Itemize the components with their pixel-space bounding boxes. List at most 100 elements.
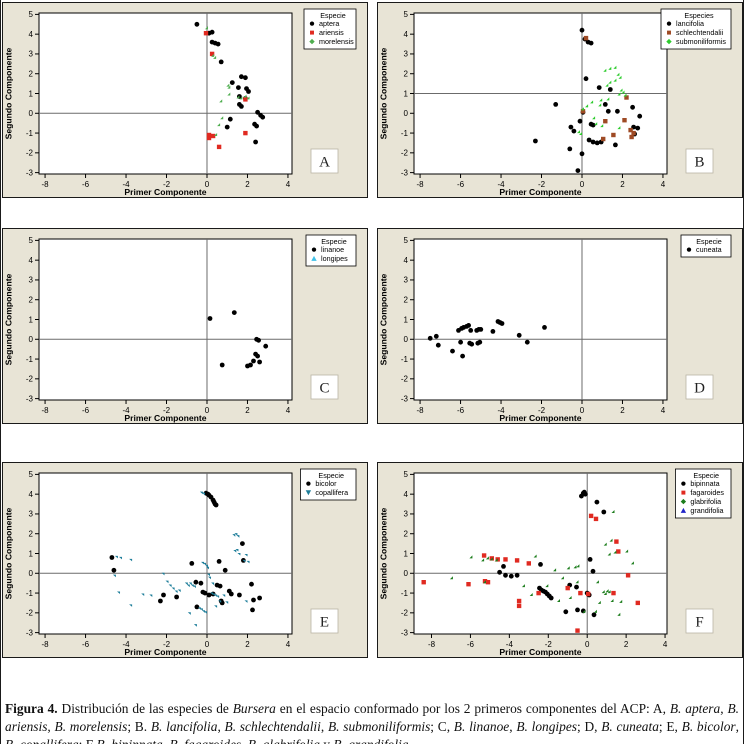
caption-segment: ; D, xyxy=(577,719,602,735)
svg-text:5: 5 xyxy=(404,470,409,479)
plot-area xyxy=(38,12,293,175)
scatter-panel-A: -8 -6 -4 -2 0 2 4 -3 -2 -1 0 1 2 3 4 5 Primer Componente… xyxy=(2,2,368,198)
series-submoniliformis-points xyxy=(577,65,627,136)
svg-text:2: 2 xyxy=(29,296,34,305)
legend-title: Especies xyxy=(684,11,714,20)
caption-segment: B. submoniliformis xyxy=(327,719,431,735)
svg-text:-8: -8 xyxy=(428,640,436,649)
caption-segment: y xyxy=(320,737,333,744)
svg-text:4: 4 xyxy=(663,640,668,649)
svg-text:-1: -1 xyxy=(401,129,409,138)
series-linanoe-points xyxy=(207,310,269,369)
panel-letter-box: E xyxy=(310,608,339,634)
svg-text:-2: -2 xyxy=(163,180,171,189)
caption-segment: B. lancifolia xyxy=(150,719,218,735)
svg-text:-6: -6 xyxy=(82,406,90,415)
svg-text:-1: -1 xyxy=(401,355,409,364)
panel-letter: F xyxy=(695,615,703,631)
legend-item-lancifolia: lancifolia xyxy=(676,19,704,28)
svg-text:1: 1 xyxy=(29,89,34,98)
svg-text:2: 2 xyxy=(245,180,250,189)
svg-text:-6: -6 xyxy=(457,180,465,189)
svg-text:0: 0 xyxy=(205,180,210,189)
svg-text:3: 3 xyxy=(404,276,409,285)
caption-segment: B. linanoe xyxy=(453,719,510,735)
svg-text:4: 4 xyxy=(661,406,666,415)
legend-item-ariensis: ariensis xyxy=(319,28,344,37)
reference-lines xyxy=(414,239,667,400)
svg-text:0: 0 xyxy=(585,640,590,649)
svg-text:-2: -2 xyxy=(538,180,546,189)
legend-item-aptera: aptera xyxy=(319,19,339,28)
svg-text:-4: -4 xyxy=(122,640,130,649)
svg-text:-1: -1 xyxy=(401,589,409,598)
caption-segment: , xyxy=(720,701,728,717)
svg-text:4: 4 xyxy=(29,256,34,265)
series-glabrifolia-points xyxy=(449,510,634,616)
x-axis-title: Primer Componente xyxy=(499,647,581,657)
caption-segment: Bursera xyxy=(232,701,276,717)
svg-text:-1: -1 xyxy=(26,129,34,138)
svg-text:2: 2 xyxy=(29,530,34,539)
plot-area xyxy=(413,238,668,401)
legend-item-submoniliformis: submoniliformis xyxy=(676,37,726,46)
caption-segment: , xyxy=(241,737,248,744)
caption-segment: , xyxy=(163,737,170,744)
caption-segment: ; B. xyxy=(127,719,151,735)
svg-text:2: 2 xyxy=(620,180,625,189)
svg-text:0: 0 xyxy=(580,180,585,189)
figure-caption: Figura 4. Distribución de las especies d… xyxy=(5,700,739,744)
y-axis: -3 -2 -1 0 1 2 3 4 5 xyxy=(26,10,39,177)
svg-text:0: 0 xyxy=(205,406,210,415)
panel-letter: D xyxy=(694,381,705,397)
caption-segment: ; C, xyxy=(430,719,454,735)
legend-item-morelensis: morelensis xyxy=(319,37,354,46)
svg-text:0: 0 xyxy=(404,335,409,344)
svg-text:-3: -3 xyxy=(26,394,34,403)
svg-text:-3: -3 xyxy=(26,628,34,637)
svg-text:4: 4 xyxy=(661,180,666,189)
svg-text:0: 0 xyxy=(29,569,34,578)
x-axis-title: Primer Componente xyxy=(499,187,581,197)
caption-segment: . xyxy=(409,737,412,744)
svg-text:4: 4 xyxy=(404,30,409,39)
svg-text:-8: -8 xyxy=(417,180,425,189)
svg-text:3: 3 xyxy=(29,510,34,519)
series-morelensis-points xyxy=(205,26,250,137)
svg-text:-4: -4 xyxy=(497,180,505,189)
legend-item-bipinnata: bipinnata xyxy=(690,479,719,488)
series-aptera-points xyxy=(194,21,266,145)
svg-text:1: 1 xyxy=(404,549,409,558)
reference-lines xyxy=(39,239,292,400)
svg-text:-2: -2 xyxy=(26,609,34,618)
y-axis-title: Segundo Componente xyxy=(379,507,389,599)
y-axis-title: Segundo Componente xyxy=(4,273,14,365)
svg-text:-1: -1 xyxy=(26,355,34,364)
svg-text:-6: -6 xyxy=(82,640,90,649)
legend-item-glabrifolia: glabrifolia xyxy=(690,497,721,506)
svg-text:0: 0 xyxy=(29,109,34,118)
scatter-plot-D: -8 -6 -4 -2 0 2 4 -3 -2 -1 0 1 2 3 4 5 Primer Componente… xyxy=(377,228,743,424)
caption-segment: , xyxy=(509,719,517,735)
reference-lines xyxy=(39,13,292,174)
svg-text:-8: -8 xyxy=(417,406,425,415)
svg-text:4: 4 xyxy=(286,180,291,189)
svg-text:-2: -2 xyxy=(163,406,171,415)
legend-item-copallifera: copallifera xyxy=(315,488,348,497)
panel-letter-box: B xyxy=(685,148,714,174)
x-axis-title: Primer Componente xyxy=(124,413,206,423)
svg-text:3: 3 xyxy=(29,276,34,285)
svg-text:2: 2 xyxy=(620,406,625,415)
scatter-plot-B: -8 -6 -4 -2 0 2 4 -3 -2 -1 0 1 2 3 4 5 Primer Componente… xyxy=(377,2,743,198)
svg-text:3: 3 xyxy=(29,50,34,59)
caption-segment: , xyxy=(47,719,55,735)
scatter-panel-E: -8 -6 -4 -2 0 2 4 -3 -2 -1 0 1 2 3 4 5 Primer Componente… xyxy=(2,462,368,658)
x-axis: -8 -6 -4 -2 0 2 4 xyxy=(42,634,291,649)
svg-text:5: 5 xyxy=(404,236,409,245)
svg-text:1: 1 xyxy=(404,89,409,98)
svg-text:-4: -4 xyxy=(122,406,130,415)
legend-title: Especie xyxy=(693,471,719,480)
svg-text:-2: -2 xyxy=(401,375,409,384)
svg-text:0: 0 xyxy=(580,406,585,415)
